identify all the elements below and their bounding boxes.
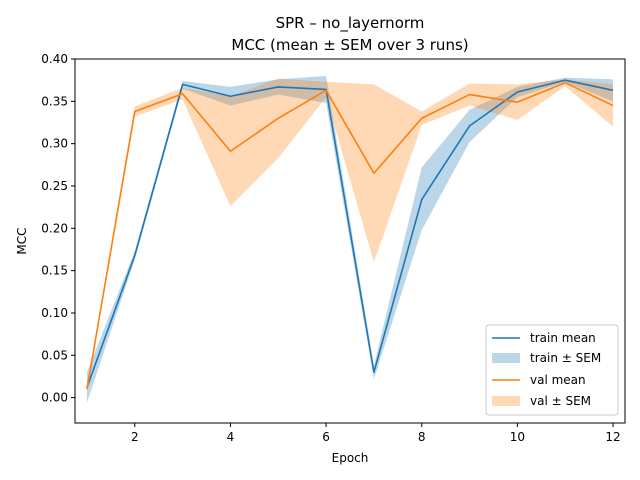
train-mean-line bbox=[86, 79, 614, 388]
plot-frame bbox=[74, 58, 626, 424]
legend-swatch-train-sem bbox=[492, 353, 520, 363]
mean-lines bbox=[86, 79, 614, 390]
y-tick-label: 0.35 bbox=[41, 94, 68, 108]
chart-title: SPR – no_layernorm bbox=[276, 14, 425, 33]
y-tick-label: 0.30 bbox=[41, 137, 68, 151]
y-tick-label: 0.25 bbox=[41, 179, 68, 193]
x-axis-label: Epoch bbox=[332, 451, 369, 465]
x-tick-label: 10 bbox=[510, 430, 525, 444]
val-sem-band bbox=[86, 78, 614, 392]
y-axis-label: MCC bbox=[15, 227, 29, 254]
train-sem-band bbox=[86, 75, 614, 403]
legend-label-train-mean: train mean bbox=[530, 331, 596, 345]
x-axis-ticks: 2 4 6 8 10 12 bbox=[131, 423, 621, 444]
x-tick-label: 6 bbox=[322, 430, 330, 444]
y-tick-label: 0.05 bbox=[41, 348, 68, 362]
legend-label-val-sem: val ± SEM bbox=[530, 394, 591, 408]
y-tick-label: 0.10 bbox=[41, 306, 68, 320]
val-mean-line bbox=[86, 81, 614, 390]
y-axis-ticks: 0.00 0.05 0.10 0.15 0.20 0.25 0.30 0.35 0.40 bbox=[41, 52, 75, 405]
y-tick-label: 0.15 bbox=[41, 264, 68, 278]
legend-label-val-mean: val mean bbox=[530, 373, 586, 387]
legend-box bbox=[485, 324, 619, 416]
chart-subtitle: MCC (mean ± SEM over 3 runs) bbox=[231, 36, 468, 54]
y-tick-label: 0.20 bbox=[41, 221, 68, 235]
y-tick-label: 0.40 bbox=[41, 52, 68, 66]
x-tick-label: 4 bbox=[227, 430, 235, 444]
legend: train mean train ± SEM val mean val ± SE… bbox=[485, 324, 619, 416]
x-tick-label: 12 bbox=[605, 430, 620, 444]
sem-bands bbox=[86, 75, 614, 403]
legend-label-train-sem: train ± SEM bbox=[530, 351, 601, 365]
x-tick-label: 8 bbox=[418, 430, 426, 444]
y-tick-label: 0.00 bbox=[41, 391, 68, 405]
legend-swatch-val-sem bbox=[492, 396, 520, 406]
x-tick-label: 2 bbox=[131, 430, 139, 444]
